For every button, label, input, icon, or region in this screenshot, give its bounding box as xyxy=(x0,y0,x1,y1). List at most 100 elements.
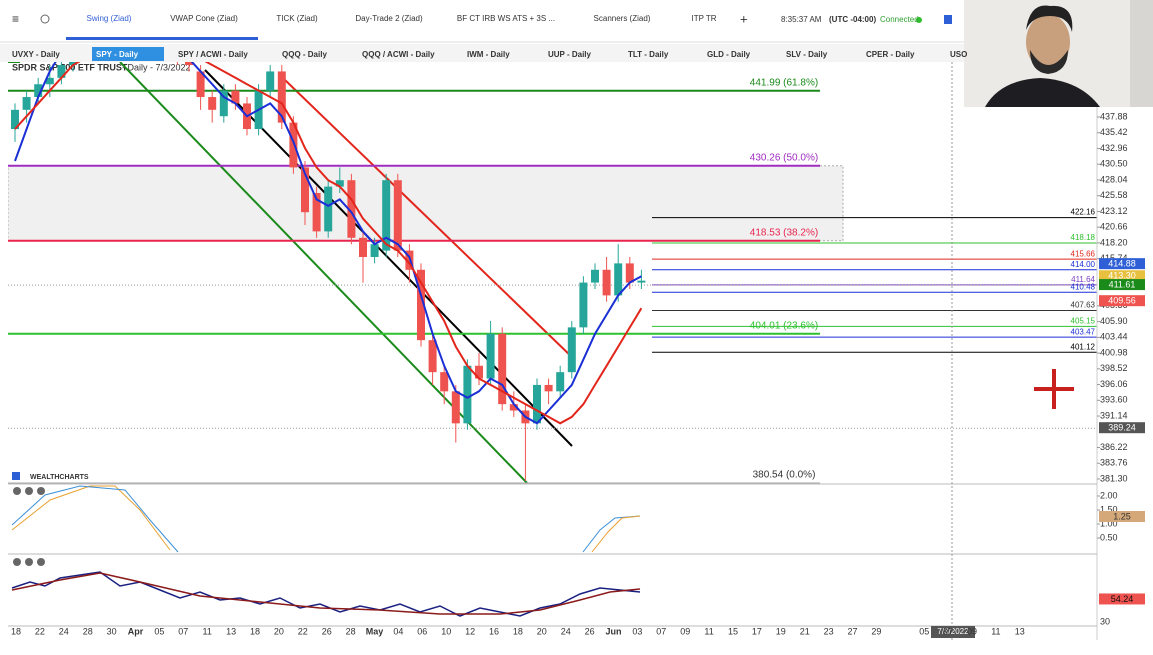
x-tick-label: 18 xyxy=(513,626,523,636)
y-tick-label: 432.96 xyxy=(1100,143,1128,153)
symbol-tab[interactable]: IWM - Daily xyxy=(467,50,510,59)
symbol-tab[interactable]: QQQ - Daily xyxy=(282,50,327,59)
y-tick-label: 30 xyxy=(1100,616,1110,626)
symbol-tab[interactable]: SLV - Daily xyxy=(786,50,828,59)
x-tick-label: 22 xyxy=(298,626,308,636)
candle-body xyxy=(277,71,286,123)
symbol-tab[interactable]: SPY - Daily xyxy=(96,50,139,59)
candle-body xyxy=(231,90,240,104)
fib-label: 404.01 (23.6%) xyxy=(750,320,818,331)
symbol-tab[interactable]: TLT - Daily xyxy=(628,50,669,59)
x-tick-label: 24 xyxy=(561,626,571,636)
tab[interactable]: TICK (Ziad) xyxy=(276,14,318,23)
candle-body xyxy=(533,384,541,424)
x-tick-label: Jun xyxy=(605,626,621,636)
tab[interactable]: VWAP Cone (Ziad) xyxy=(170,14,238,23)
stoch-line xyxy=(11,485,171,551)
x-tick-label: 17 xyxy=(752,626,762,636)
rsi-avg xyxy=(11,572,641,615)
x-tick-label: 04 xyxy=(393,626,403,636)
price-badge-label: 409.56 xyxy=(1108,296,1136,306)
level-label: 401.12 xyxy=(1071,342,1096,351)
y-tick-label: 425.58 xyxy=(1100,190,1128,200)
level-label: 411.64 xyxy=(1071,275,1095,284)
fib-zone xyxy=(8,165,844,242)
chart-subtitle: - Daily - 7/3/2022 xyxy=(122,62,191,72)
y-tick-label: 428.04 xyxy=(1100,174,1128,184)
stoch-line xyxy=(11,485,179,553)
candle-body xyxy=(382,180,391,251)
x-tick-label: May xyxy=(366,626,384,636)
level-label: 415.66 xyxy=(1071,249,1096,258)
candle-body xyxy=(579,282,588,328)
symbol-bar xyxy=(0,44,965,62)
tab[interactable]: Swing (Ziad) xyxy=(87,14,132,23)
rsi-badge xyxy=(1099,593,1145,605)
y-tick-label: 383.76 xyxy=(1100,458,1128,468)
clock: 8:35:37 AM xyxy=(781,15,822,24)
symbol-tab[interactable]: GLD - Daily xyxy=(707,50,751,59)
symbol-tab[interactable]: SPY / ACWI - Daily xyxy=(178,50,248,59)
x-tick-label: 05 xyxy=(154,626,164,636)
candle-body xyxy=(544,384,553,392)
y-tick-label: 393.60 xyxy=(1100,395,1128,405)
symbol-tab[interactable]: UUP - Daily xyxy=(548,50,592,59)
price-badge xyxy=(1099,295,1145,307)
candle-body xyxy=(440,372,449,392)
price-badge-label: 389.24 xyxy=(1108,423,1136,433)
candle-body xyxy=(486,333,495,379)
save-icon[interactable] xyxy=(944,15,952,24)
symbol-tab[interactable]: UVXY - Daily xyxy=(12,50,60,59)
price-badge-label: 411.61 xyxy=(1109,279,1136,289)
x-tick-label: 30 xyxy=(107,626,117,636)
x-tick-label: 18 xyxy=(11,626,21,636)
trend-line xyxy=(284,79,576,361)
candle-body xyxy=(359,237,367,257)
symbol-tab[interactable]: QQQ / ACWI - Daily xyxy=(362,50,435,59)
menu-icon[interactable]: ≡ xyxy=(12,12,19,26)
chart-area xyxy=(8,62,1097,483)
y-tick-label: 1.50 xyxy=(1100,504,1118,514)
x-tick-label: 11 xyxy=(203,626,212,636)
top-bar xyxy=(0,0,1153,42)
candle-body xyxy=(393,180,402,251)
x-tick-label: 29 xyxy=(871,626,881,636)
y-tick-label: 381.30 xyxy=(1100,473,1128,483)
level-label: 405.15 xyxy=(1071,317,1096,326)
candle-body xyxy=(266,71,275,91)
symbol-tab[interactable]: USO xyxy=(950,50,967,59)
add-tab[interactable]: + xyxy=(740,11,748,26)
y-tick-label: 430.50 xyxy=(1100,159,1128,169)
y-tick-label: 396.06 xyxy=(1100,379,1128,389)
candle-body xyxy=(451,391,460,424)
tab[interactable]: BF CT IRB WS ATS + 3S ... xyxy=(457,14,555,23)
x-tick-label: 21 xyxy=(800,626,810,636)
level-label: 410.48 xyxy=(1071,282,1096,291)
fib-label: 441.99 (61.8%) xyxy=(750,77,818,88)
y-tick-label: 0.50 xyxy=(1100,532,1118,542)
cursor-date-badge xyxy=(931,626,975,638)
x-tick-label: 23 xyxy=(824,626,834,636)
y-tick-label: 391.14 xyxy=(1100,410,1128,420)
active-tab-indicator xyxy=(66,37,258,40)
x-tick-label: 15 xyxy=(728,626,738,636)
tab[interactable]: ITP TR xyxy=(691,14,716,23)
stoch-badge-label: 1.25 xyxy=(1113,511,1131,521)
tab[interactable]: Scanners (Ziad) xyxy=(594,14,651,23)
candle-body xyxy=(289,122,298,168)
fib-label: 418.53 (38.2%) xyxy=(750,227,818,238)
status-dot xyxy=(916,17,922,23)
symbol-tab[interactable]: CPER - Daily xyxy=(866,50,915,59)
tab[interactable]: Day-Trade 2 (Ziad) xyxy=(355,14,423,23)
level-label: 418.18 xyxy=(1071,233,1096,242)
candle-body xyxy=(614,263,623,296)
candle-body xyxy=(591,269,599,283)
crosshair xyxy=(1034,369,1074,409)
level-label: 407.63 xyxy=(1071,301,1096,310)
search-icon[interactable] xyxy=(40,14,50,24)
status: Connected xyxy=(880,15,919,24)
x-tick-label: 03 xyxy=(632,626,642,636)
candle-body xyxy=(637,280,646,283)
x-tick-label: 12 xyxy=(465,626,475,636)
candle-body xyxy=(208,97,217,110)
